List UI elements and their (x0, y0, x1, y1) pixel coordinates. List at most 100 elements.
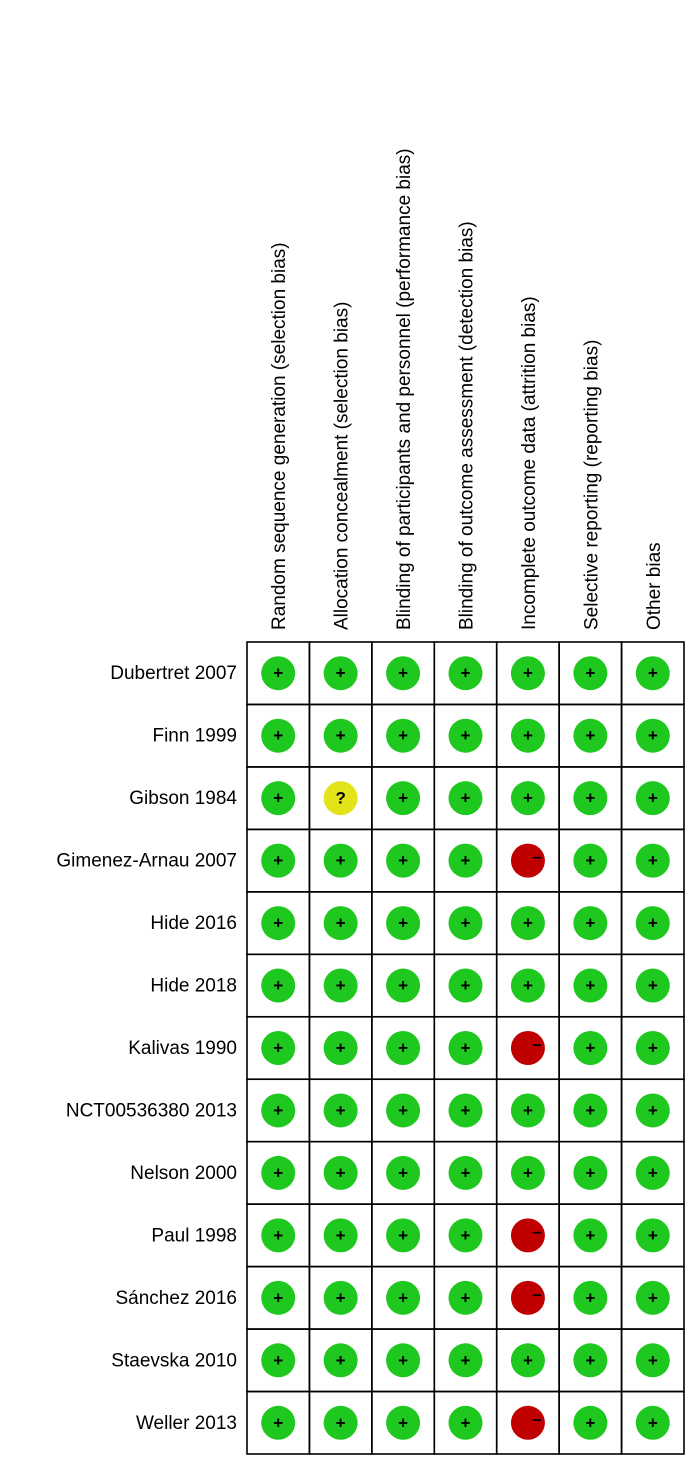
judgment-symbol: – (532, 1409, 541, 1428)
judgment-dot (573, 1218, 608, 1253)
judgment-symbol: + (648, 1226, 658, 1245)
judgment-symbol: + (398, 1413, 408, 1432)
judgment-dot (323, 656, 358, 691)
judgment-symbol: + (648, 1288, 658, 1307)
column-header: Allocation concealment (selection bias) (332, 302, 353, 630)
judgment-dot (448, 968, 483, 1003)
judgment-dot (635, 968, 670, 1003)
judgment-dot (510, 1405, 545, 1440)
judgment-dot (386, 781, 421, 816)
judgment-symbol: + (461, 914, 471, 933)
judgment-symbol: + (461, 1163, 471, 1182)
judgment-symbol: + (273, 1413, 283, 1432)
judgment-symbol: + (523, 789, 533, 808)
judgment-dot (573, 1343, 608, 1378)
judgment-symbol: + (273, 1163, 283, 1182)
judgment-dot (386, 1218, 421, 1253)
judgment-dot (448, 1343, 483, 1378)
judgment-symbol: + (585, 789, 595, 808)
judgment-dot (635, 843, 670, 878)
judgment-dot (573, 656, 608, 691)
judgment-symbol: + (336, 726, 346, 745)
judgment-dot (323, 1093, 358, 1128)
judgment-symbol: + (398, 851, 408, 870)
study-label: Staevska 2010 (111, 1350, 237, 1371)
judgment-dot (448, 1093, 483, 1128)
judgment-dot (261, 1280, 296, 1315)
judgment-dot (510, 968, 545, 1003)
judgment-dot (510, 718, 545, 753)
judgment-symbol: + (336, 1101, 346, 1120)
judgment-dot (261, 906, 296, 941)
judgment-symbol: + (585, 1226, 595, 1245)
judgment-symbol: + (336, 1038, 346, 1057)
judgment-dot (635, 1155, 670, 1190)
judgment-symbol: + (273, 1101, 283, 1120)
judgment-symbol: + (273, 976, 283, 995)
judgment-symbol: + (585, 914, 595, 933)
judgment-symbol: – (532, 1284, 541, 1303)
judgment-symbol: + (461, 664, 471, 683)
judgment-dot (323, 843, 358, 878)
judgment-symbol: + (336, 664, 346, 683)
judgment-symbol: + (461, 1038, 471, 1057)
judgment-symbol: + (585, 851, 595, 870)
judgment-symbol: + (585, 1413, 595, 1432)
judgment-symbol: + (398, 1038, 408, 1057)
judgment-dot (386, 1155, 421, 1190)
judgment-dot (448, 1280, 483, 1315)
study-label: NCT00536380 2013 (66, 1100, 237, 1121)
judgment-dot (635, 1218, 670, 1253)
judgment-symbol: + (585, 1288, 595, 1307)
judgment-dot (448, 781, 483, 816)
judgment-symbol: + (648, 1351, 658, 1370)
judgment-symbol: + (648, 1101, 658, 1120)
judgment-dot (386, 656, 421, 691)
judgment-dot (448, 1155, 483, 1190)
study-label: Hide 2016 (150, 913, 237, 934)
judgment-dot (510, 781, 545, 816)
judgment-symbol: + (648, 914, 658, 933)
judgment-dot (323, 718, 358, 753)
judgment-symbol: + (398, 664, 408, 683)
judgment-symbol: + (336, 1288, 346, 1307)
judgment-dot (635, 1405, 670, 1440)
judgment-dot (448, 1405, 483, 1440)
judgment-dot (448, 906, 483, 941)
judgment-symbol: + (398, 1351, 408, 1370)
judgment-symbol: + (336, 1226, 346, 1245)
judgment-symbol: + (398, 1101, 408, 1120)
judgment-dot (386, 968, 421, 1003)
judgment-symbol: + (273, 1226, 283, 1245)
judgment-dot (323, 1155, 358, 1190)
judgment-dot (386, 718, 421, 753)
judgment-dot (323, 1343, 358, 1378)
judgment-dot (573, 1093, 608, 1128)
judgment-dot (323, 906, 358, 941)
judgment-symbol: + (585, 726, 595, 745)
judgment-symbol: + (585, 1101, 595, 1120)
judgment-symbol: + (648, 1413, 658, 1432)
judgment-dot (573, 1405, 608, 1440)
study-label: Gibson 1984 (129, 788, 237, 809)
study-label: Paul 1998 (151, 1225, 237, 1246)
judgment-dot (448, 656, 483, 691)
judgment-dot (573, 781, 608, 816)
judgment-symbol: + (461, 1288, 471, 1307)
judgment-dot (386, 1280, 421, 1315)
study-label: Dubertret 2007 (110, 663, 237, 684)
judgment-symbol: + (336, 1413, 346, 1432)
judgment-symbol: + (273, 664, 283, 683)
judgment-symbol: + (398, 914, 408, 933)
judgment-symbol: ? (335, 789, 345, 808)
judgment-dot (510, 843, 545, 878)
judgment-symbol: + (398, 726, 408, 745)
cell (620, 1390, 685, 1455)
judgment-dot (261, 1155, 296, 1190)
judgment-symbol: + (585, 976, 595, 995)
study-label: Kalivas 1990 (128, 1038, 237, 1059)
judgment-symbol: + (461, 1226, 471, 1245)
judgment-symbol: + (398, 1163, 408, 1182)
judgment-dot (510, 906, 545, 941)
